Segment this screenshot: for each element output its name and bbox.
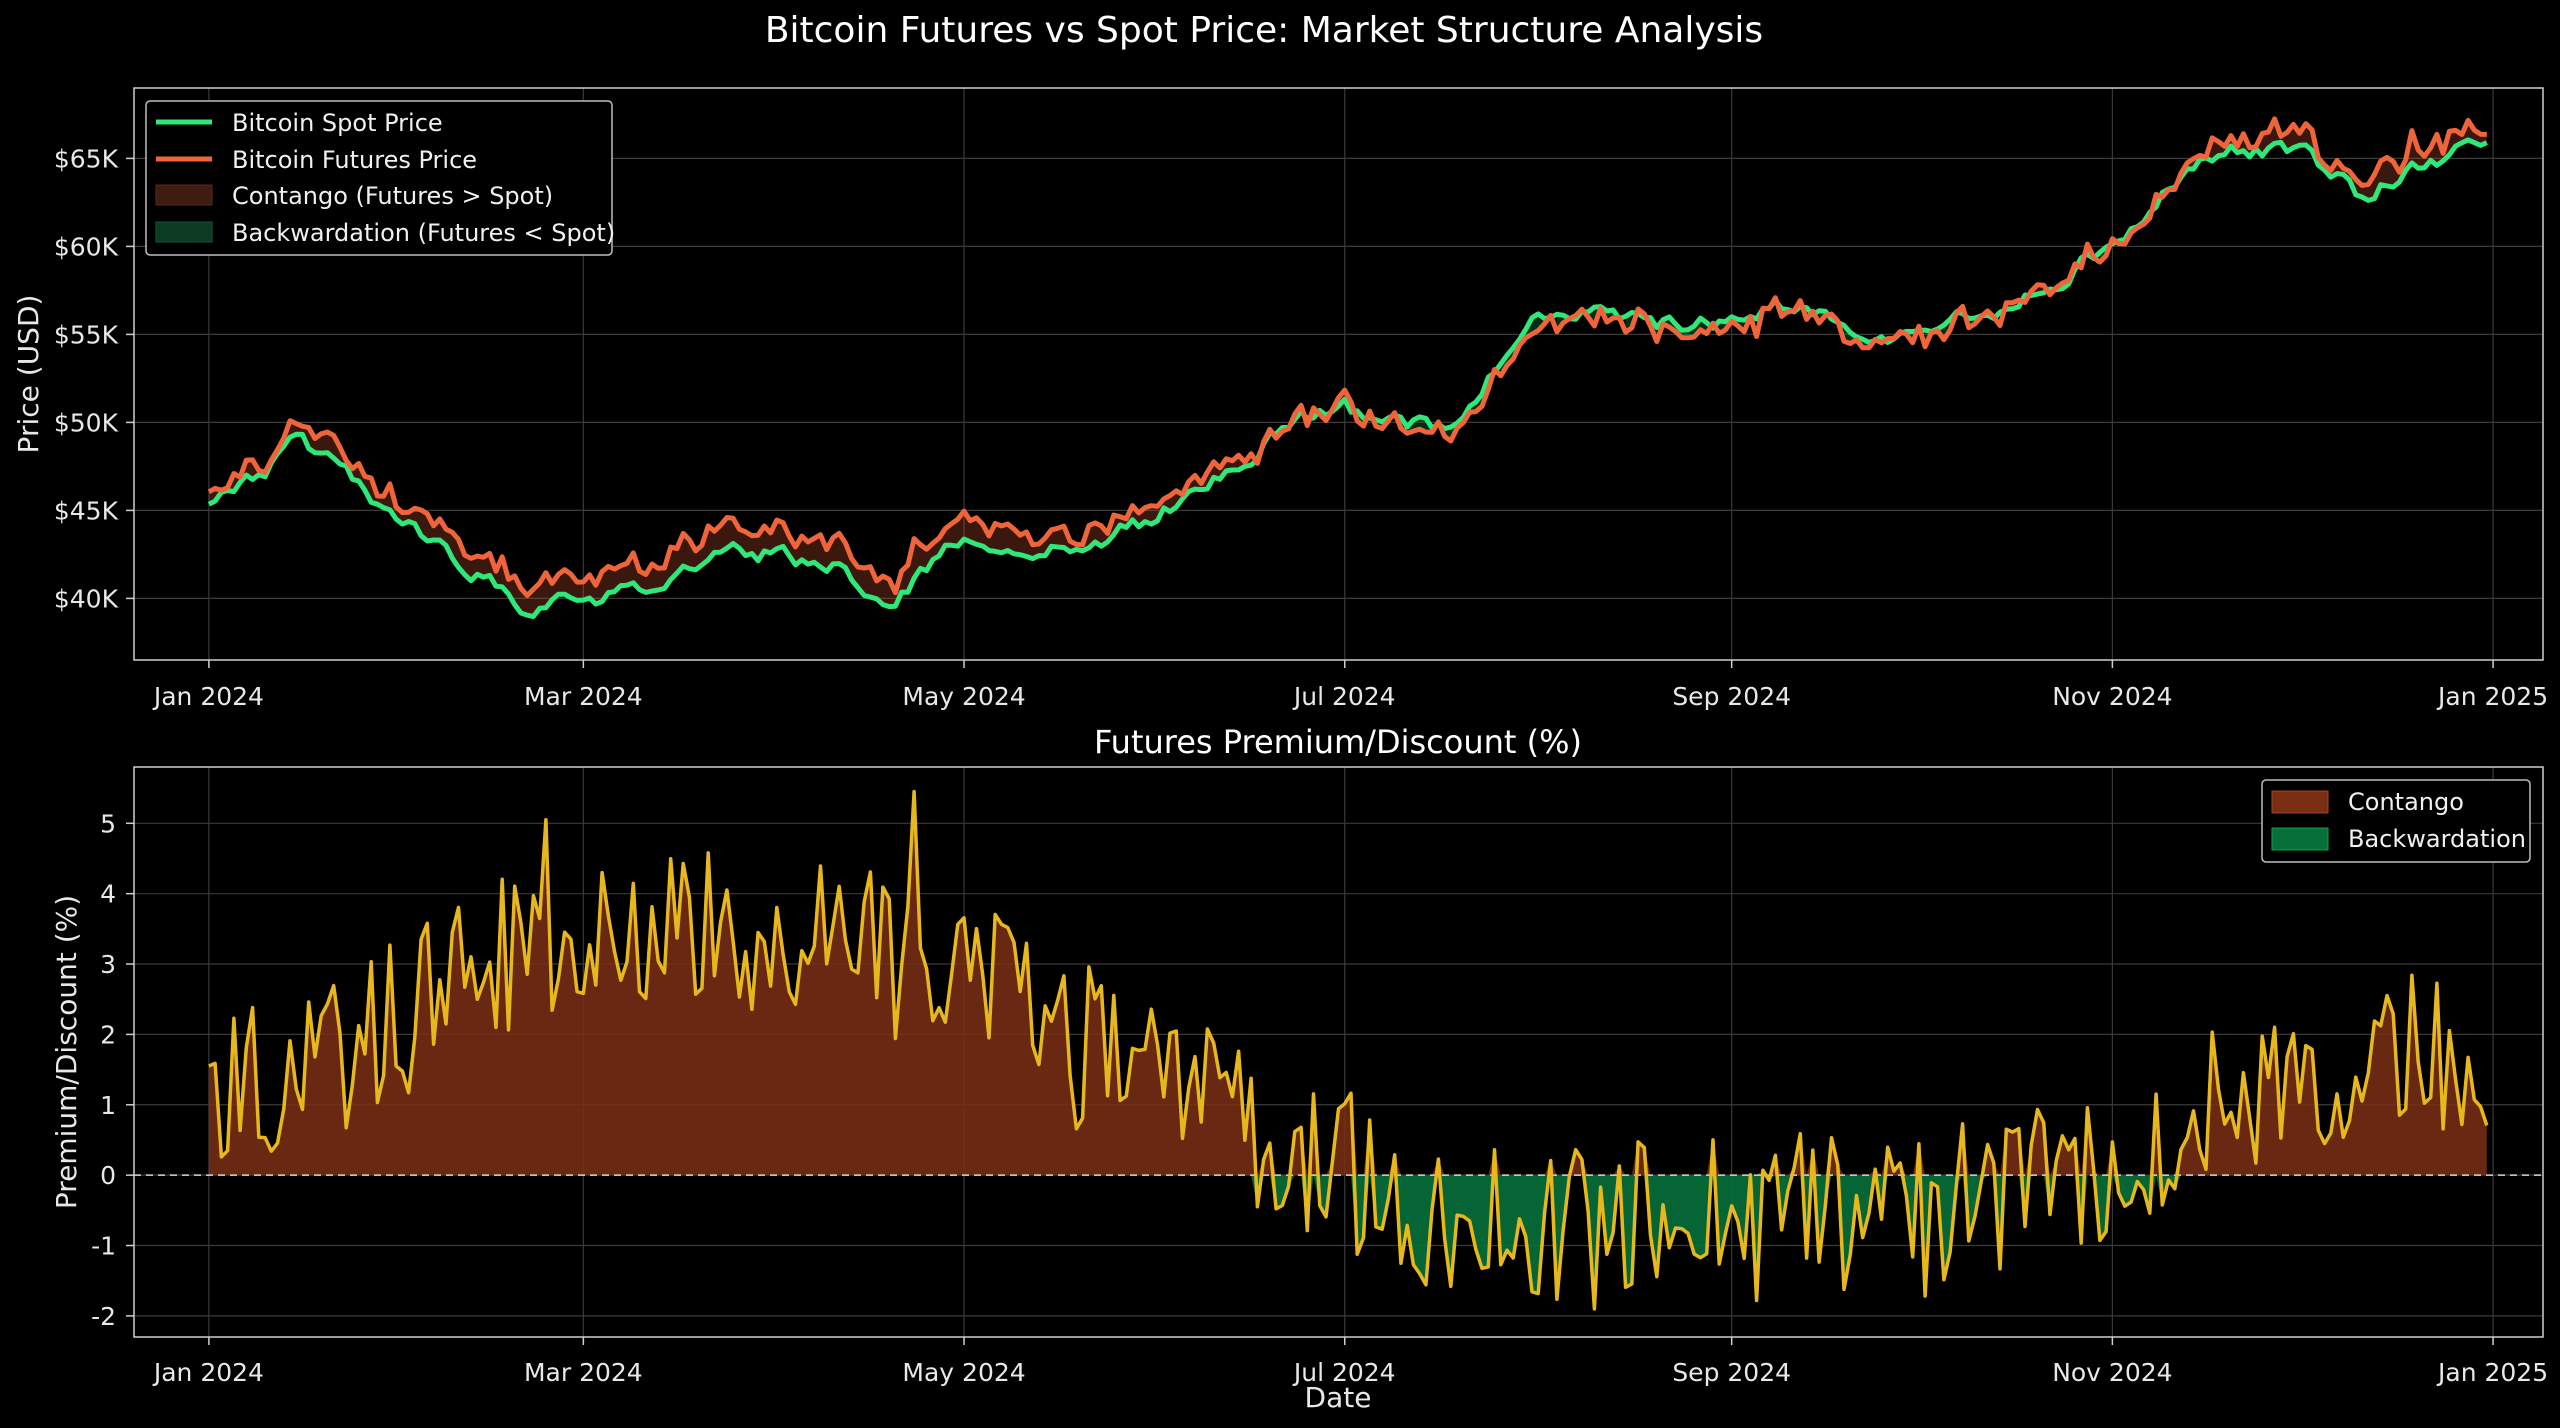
contango-area (208, 791, 2487, 1176)
price-y-tick-label: $50K (54, 408, 119, 437)
legend-backwardation-fill-label: Backwardation (2348, 825, 2526, 853)
premium-legend-box (2261, 779, 2531, 863)
price-y-ticks: $40K $45K $50K $55K $60K $65K (54, 144, 134, 613)
premium-x-tick-label: Sep 2024 (1672, 1358, 1791, 1387)
premium-legend: Contango Backwardation (2261, 779, 2531, 863)
price-x-tick-label: May 2024 (902, 682, 1025, 711)
premium-x-axis-label: Date (1305, 1381, 1372, 1414)
price-lines (207, 116, 2488, 619)
price-x-tick-label: Sep 2024 (1672, 682, 1791, 711)
price-legend-box (145, 100, 613, 256)
price-y-tick-label: $65K (54, 144, 119, 173)
price-x-tick-label: Jan 2024 (152, 682, 264, 711)
premium-fills (208, 791, 2487, 1309)
premium-panel: Futures Premium/Discount (%) -2-1012345 … (50, 723, 2548, 1414)
price-x-ticks: Jan 2024 Mar 2024 May 2024 Jul 2024 Sep 2024… (152, 660, 2548, 711)
futures-price-line (207, 116, 2487, 598)
legend-contango-label: Contango (Futures > Spot) (232, 182, 553, 210)
price-y-tick-label: $55K (54, 320, 119, 349)
price-x-tick-label: Mar 2024 (524, 682, 643, 711)
price-y-tick-label: $45K (54, 496, 119, 525)
legend-spot-label: Bitcoin Spot Price (232, 109, 443, 137)
price-panel: $40K $45K $50K $55K $60K $65K Jan 2024 Mar 202… (12, 87, 2548, 711)
price-grid (134, 88, 2543, 660)
premium-y-tick-label: 2 (100, 1020, 116, 1049)
premium-y-tick-label: 4 (100, 880, 116, 909)
premium-x-tick-label: Jan 2025 (2436, 1358, 2548, 1387)
legend-futures-label: Bitcoin Futures Price (232, 146, 477, 174)
price-panel-frame (133, 87, 2544, 661)
legend-backwardation-label: Backwardation (Futures < Spot) (232, 219, 615, 247)
price-legend: Bitcoin Spot Price Bitcoin Futures Price… (145, 100, 615, 256)
premium-x-tick-label: Nov 2024 (2052, 1358, 2172, 1387)
premium-y-tick-label: 1 (100, 1091, 116, 1120)
premium-y-tick-label: 3 (100, 950, 116, 979)
price-x-tick-label: Jan 2025 (2436, 682, 2548, 711)
premium-panel-title: Futures Premium/Discount (%) (1094, 723, 1582, 761)
premium-y-axis-label: Premium/Discount (%) (50, 895, 83, 1209)
premium-y-tick-label: -2 (91, 1302, 116, 1331)
premium-discount-line (208, 789, 2489, 1311)
premium-panel-frame (133, 766, 2544, 1338)
price-y-tick-label: $60K (54, 232, 119, 261)
price-y-tick-label: $40K (54, 584, 119, 613)
price-y-axis-label: Price (USD) (12, 295, 45, 454)
legend-contango-swatch (155, 184, 213, 206)
legend-contango-fill-label: Contango (2348, 788, 2464, 816)
premium-x-tick-label: Jan 2024 (152, 1358, 264, 1387)
price-x-tick-label: Nov 2024 (2052, 682, 2172, 711)
premium-x-tick-label: May 2024 (902, 1358, 1025, 1387)
premium-x-tick-label: Mar 2024 (524, 1358, 643, 1387)
premium-x-ticks: Jan 2024 Mar 2024 May 2024 Jul 2024 Sep 2024… (152, 1337, 2548, 1387)
premium-line (208, 789, 2489, 1311)
legend-backwardation-swatch (155, 221, 213, 243)
premium-x-tick-label: Jul 2024 (1292, 1358, 1396, 1387)
premium-y-tick-label: -1 (91, 1232, 116, 1261)
legend-backwardation-fill-swatch (2271, 827, 2329, 851)
legend-contango-fill-swatch (2271, 790, 2329, 814)
price-x-tick-label: Jul 2024 (1292, 682, 1396, 711)
figure-title: Bitcoin Futures vs Spot Price: Market St… (765, 10, 1763, 51)
premium-y-tick-label: 0 (100, 1161, 116, 1190)
premium-y-tick-label: 5 (100, 809, 116, 838)
premium-y-ticks: -2 -1 0 1 2 3 4 5 (91, 809, 134, 1331)
